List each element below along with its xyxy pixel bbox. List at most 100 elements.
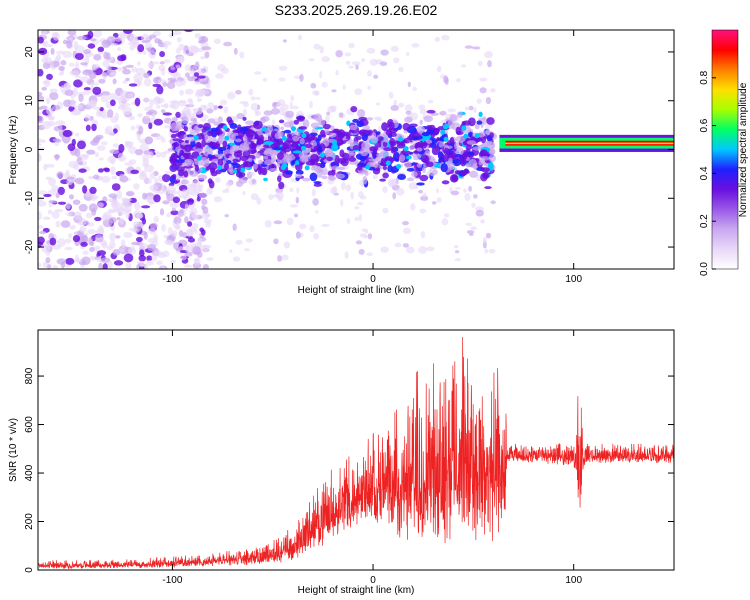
spectral-blob xyxy=(121,208,132,213)
spectral-blob xyxy=(86,149,96,155)
spectral-blob xyxy=(68,62,75,67)
spectral-blob xyxy=(482,236,487,244)
spectral-blob xyxy=(115,96,121,101)
spectral-blob xyxy=(418,104,426,111)
spectral-blob xyxy=(93,53,102,61)
spectral-blob xyxy=(118,248,125,253)
spectral-blob xyxy=(468,117,476,127)
snr-panel: -100 0 100 0 200 400 600 800 Height of straigh… xyxy=(8,329,675,596)
spectral-blob xyxy=(138,125,144,135)
spectral-blob xyxy=(409,145,415,151)
spectral-blob xyxy=(82,250,89,256)
spectral-blob xyxy=(137,44,145,53)
spectral-blob xyxy=(43,56,53,64)
spectral-blob xyxy=(449,113,458,122)
spectral-blob xyxy=(89,246,95,253)
spectral-blob xyxy=(168,33,175,38)
spectral-blob xyxy=(103,51,108,60)
spectral-blob xyxy=(74,61,80,70)
spectral-blob xyxy=(189,226,197,233)
spectral-blob xyxy=(397,102,405,108)
spectral-blob xyxy=(402,221,409,226)
spectral-blob xyxy=(170,259,177,264)
spectral-blob xyxy=(411,171,418,178)
spectral-blob xyxy=(174,124,181,131)
spectral-blob xyxy=(263,141,274,145)
spectral-blob xyxy=(263,177,268,182)
spectral-blob xyxy=(485,232,492,239)
spectral-blob xyxy=(422,154,428,164)
spectral-blob xyxy=(188,170,199,177)
spectral-blob xyxy=(117,55,126,62)
spectral-blob xyxy=(463,133,469,139)
spectral-blob xyxy=(134,201,141,211)
spectral-blob xyxy=(101,141,108,146)
spectral-blob xyxy=(264,159,273,166)
spectral-blob xyxy=(76,140,87,150)
spectral-blob xyxy=(169,100,179,104)
spectral-blob xyxy=(436,65,442,73)
spectral-blob xyxy=(417,129,424,135)
spectral-blob xyxy=(108,92,117,102)
spectral-blob xyxy=(233,151,243,158)
spectral-blob xyxy=(224,162,229,171)
spectral-blob xyxy=(402,122,411,131)
spectral-blob xyxy=(175,79,184,87)
narrowband-signal-center xyxy=(505,142,674,145)
spectral-blob xyxy=(213,121,220,126)
spectral-blob xyxy=(98,262,103,269)
spectral-blob xyxy=(178,101,187,107)
spectral-blob xyxy=(324,115,330,123)
spectral-blob xyxy=(184,158,194,164)
spectral-blob xyxy=(207,178,213,184)
snr-x-label: Height of straight line (km) xyxy=(298,585,415,596)
spectral-blob xyxy=(211,143,220,148)
spectral-blob xyxy=(67,143,76,152)
spectral-blob xyxy=(197,174,208,180)
spectral-blob xyxy=(372,175,378,180)
spectral-blob xyxy=(304,143,313,148)
spectral-blob xyxy=(350,191,355,200)
spectral-blob xyxy=(326,111,331,116)
spectral-blob xyxy=(443,213,450,218)
spectral-blob xyxy=(133,183,140,190)
spectral-blob xyxy=(60,85,66,93)
spectral-blob xyxy=(153,233,159,242)
spectral-blob xyxy=(331,89,337,93)
spectral-blob xyxy=(171,30,182,36)
spectral-blob xyxy=(180,179,189,185)
spectral-blob xyxy=(90,197,96,202)
spectral-blob xyxy=(479,87,487,94)
spectral-blob xyxy=(125,262,132,269)
spectral-blob xyxy=(184,88,194,95)
spectral-blob xyxy=(375,131,381,135)
spectral-blob xyxy=(60,60,67,66)
y-tick-label: 10 xyxy=(24,95,35,107)
spectral-blob xyxy=(94,152,99,158)
spectral-blob xyxy=(271,119,275,126)
spectral-blob xyxy=(309,225,315,233)
spectral-blob xyxy=(480,219,486,224)
spectral-blob xyxy=(45,97,51,105)
spectral-blob xyxy=(480,167,490,173)
spectral-blob xyxy=(101,214,111,222)
spectral-blob xyxy=(143,78,152,87)
spectral-blob xyxy=(262,155,269,160)
spectral-blob xyxy=(420,195,429,201)
y-tick-label: 0 xyxy=(24,146,35,152)
spectral-blob xyxy=(171,207,176,212)
spectral-blob xyxy=(39,230,47,235)
spectral-blob xyxy=(471,46,481,50)
spectral-blob xyxy=(389,137,396,147)
spectral-blob xyxy=(204,51,210,59)
spectral-blob xyxy=(48,177,57,187)
spectral-blob xyxy=(398,136,403,142)
spectral-blob xyxy=(224,214,229,218)
spectral-blob xyxy=(321,223,330,228)
spectral-blob xyxy=(109,149,120,155)
spectral-blob xyxy=(309,172,318,182)
spectral-blob xyxy=(393,57,400,64)
spectral-blob xyxy=(191,179,201,188)
spectral-blob xyxy=(141,40,151,44)
spectral-blob xyxy=(141,205,151,209)
